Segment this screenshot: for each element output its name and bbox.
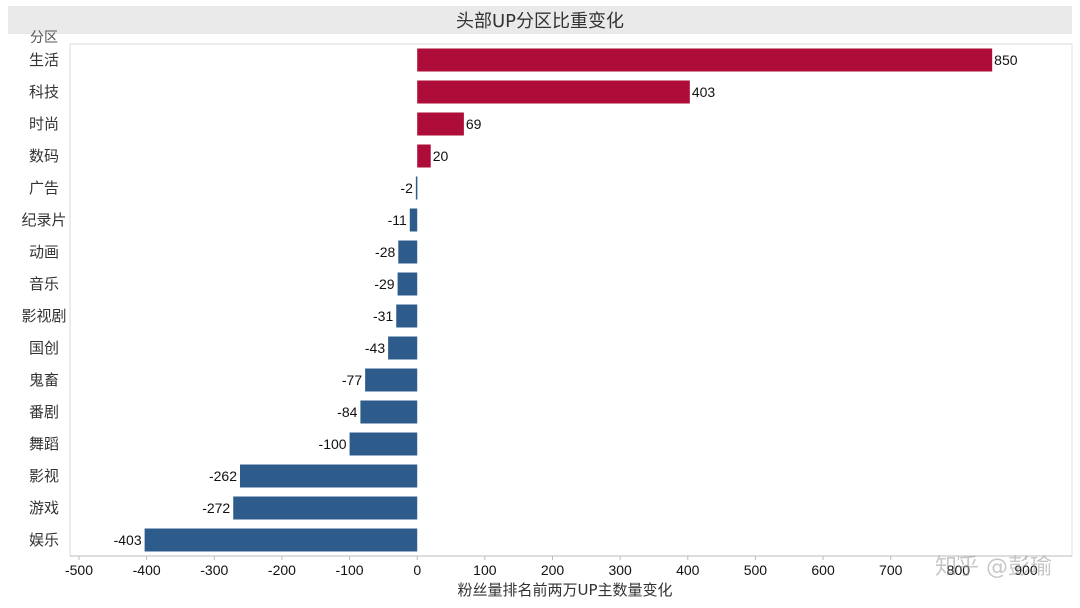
x-tick-label: -200: [268, 562, 296, 578]
data-label: 20: [433, 148, 449, 164]
category-label: 番剧: [29, 403, 59, 421]
category-label: 影视剧: [21, 307, 66, 325]
x-tick-label: 700: [879, 562, 903, 578]
category-label: 影视: [29, 467, 59, 485]
category-label: 数码: [29, 147, 59, 165]
bar: [409, 208, 418, 232]
x-tick-label: 200: [541, 562, 565, 578]
x-tick-label: -500: [65, 562, 93, 578]
data-label: -28: [375, 244, 395, 260]
bar: [417, 80, 690, 104]
x-tick-label: 900: [1014, 562, 1038, 578]
bar: [417, 144, 431, 168]
x-tick-label: -300: [200, 562, 228, 578]
bar: [417, 112, 464, 136]
data-label: -11: [388, 212, 407, 228]
category-label: 动画: [29, 243, 59, 261]
data-label: 403: [692, 84, 716, 100]
x-axis: -500 -400 -300 -200 -100 0 100 200 300 400 500 600 7…: [65, 43, 1073, 599]
category-label: 生活: [29, 51, 59, 69]
bars-group: [144, 48, 993, 552]
bar: [397, 272, 418, 296]
data-label: 850: [994, 52, 1018, 68]
category-label: 鬼畜: [29, 371, 59, 389]
category-label: 音乐: [29, 275, 59, 293]
x-tick-label: 300: [608, 562, 632, 578]
category-label: 娱乐: [29, 531, 59, 549]
bar: [239, 464, 418, 488]
watermark: 知乎 @彭瑜: [935, 555, 1052, 580]
category-label: 游戏: [29, 499, 59, 517]
bar: [349, 432, 418, 456]
category-label: 舞蹈: [29, 435, 59, 453]
x-tick-label: 600: [811, 562, 835, 578]
data-label: 69: [466, 116, 482, 132]
bar: [415, 176, 418, 200]
bar: [417, 48, 993, 72]
bar: [398, 240, 418, 264]
data-label: -403: [114, 532, 142, 548]
bar: [388, 336, 418, 360]
category-label: 国创: [29, 339, 59, 357]
x-tick-label: 0: [413, 562, 421, 578]
data-label: -31: [373, 308, 393, 324]
bar: [360, 400, 418, 424]
data-label: -43: [365, 340, 385, 356]
bar: [365, 368, 418, 392]
row-header: 分区: [30, 30, 58, 46]
data-label: -84: [337, 404, 357, 420]
bar: [233, 496, 418, 520]
category-label: 时尚: [29, 115, 59, 133]
x-tick-label: -400: [133, 562, 161, 578]
x-tick-label: 500: [744, 562, 768, 578]
bar: [144, 528, 418, 552]
data-label: -2: [400, 180, 413, 196]
x-tick-label: 400: [676, 562, 700, 578]
x-tick-label: 100: [473, 562, 497, 578]
bar: [396, 304, 418, 328]
category-label: 纪录片: [21, 211, 66, 229]
x-axis-title: 粉丝量排名前两万UP主数量变化: [457, 581, 672, 599]
category-label: 广告: [29, 179, 59, 197]
data-label: -29: [374, 276, 394, 292]
x-tick-label: 800: [947, 562, 971, 578]
category-label: 科技: [29, 83, 59, 101]
data-label: -262: [209, 468, 237, 484]
chart-title: 头部UP分区比重变化: [8, 6, 1072, 34]
data-label: -100: [319, 436, 347, 452]
data-label: -77: [342, 372, 362, 388]
x-tick-label: -100: [336, 562, 364, 578]
data-label: -272: [202, 500, 230, 516]
